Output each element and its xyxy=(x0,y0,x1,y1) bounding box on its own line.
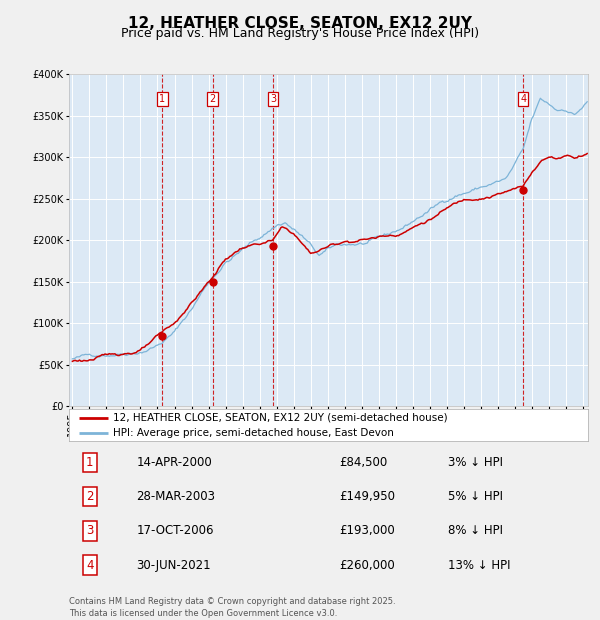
Text: 8% ↓ HPI: 8% ↓ HPI xyxy=(448,525,503,538)
Text: 4: 4 xyxy=(86,559,94,572)
Point xyxy=(208,277,217,286)
Text: 12, HEATHER CLOSE, SEATON, EX12 2UY (semi-detached house): 12, HEATHER CLOSE, SEATON, EX12 2UY (sem… xyxy=(113,413,448,423)
Text: 4: 4 xyxy=(520,94,526,104)
Text: £193,000: £193,000 xyxy=(339,525,395,538)
Text: 1: 1 xyxy=(86,456,94,469)
Text: £149,950: £149,950 xyxy=(339,490,395,503)
Point xyxy=(518,185,528,195)
Text: 3: 3 xyxy=(270,94,276,104)
Text: 14-APR-2000: 14-APR-2000 xyxy=(136,456,212,469)
Text: 30-JUN-2021: 30-JUN-2021 xyxy=(136,559,211,572)
Point xyxy=(268,241,278,251)
Text: 3% ↓ HPI: 3% ↓ HPI xyxy=(448,456,503,469)
Text: 13% ↓ HPI: 13% ↓ HPI xyxy=(448,559,511,572)
Text: 17-OCT-2006: 17-OCT-2006 xyxy=(136,525,214,538)
Text: Price paid vs. HM Land Registry's House Price Index (HPI): Price paid vs. HM Land Registry's House … xyxy=(121,27,479,40)
Text: Contains HM Land Registry data © Crown copyright and database right 2025.: Contains HM Land Registry data © Crown c… xyxy=(69,597,395,606)
Text: 2: 2 xyxy=(209,94,216,104)
Text: 5% ↓ HPI: 5% ↓ HPI xyxy=(448,490,503,503)
Text: 12, HEATHER CLOSE, SEATON, EX12 2UY: 12, HEATHER CLOSE, SEATON, EX12 2UY xyxy=(128,16,472,30)
Text: 28-MAR-2003: 28-MAR-2003 xyxy=(136,490,215,503)
Text: 2: 2 xyxy=(86,490,94,503)
Text: This data is licensed under the Open Government Licence v3.0.: This data is licensed under the Open Gov… xyxy=(69,608,337,618)
Text: £84,500: £84,500 xyxy=(339,456,387,469)
Text: 1: 1 xyxy=(159,94,166,104)
Text: £260,000: £260,000 xyxy=(339,559,395,572)
Text: 3: 3 xyxy=(86,525,94,538)
Point xyxy=(158,331,167,341)
Text: HPI: Average price, semi-detached house, East Devon: HPI: Average price, semi-detached house,… xyxy=(113,428,394,438)
